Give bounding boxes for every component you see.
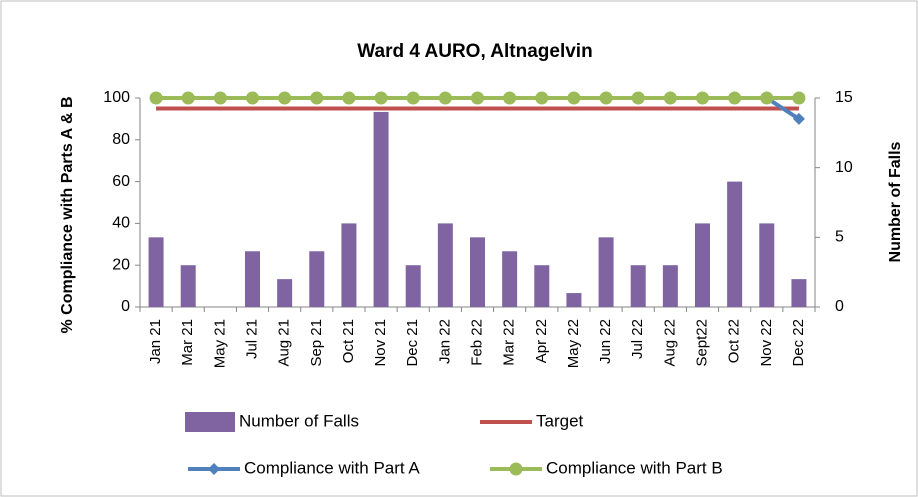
x-tick-label: Oct 21 [340, 319, 357, 363]
legend-label: Compliance with Part B [546, 458, 723, 477]
legend-label: Number of Falls [239, 411, 359, 430]
bar [759, 223, 775, 307]
y2-tick-label: 10 [835, 159, 853, 176]
line-marker [310, 91, 324, 105]
line-marker [631, 91, 645, 105]
y2-tick-label: 0 [835, 298, 844, 315]
legend-label: Compliance with Part A [244, 458, 420, 477]
x-tick-label: May 21 [211, 319, 228, 368]
x-tick-label: Dec 21 [404, 319, 421, 367]
legend-label: Target [536, 411, 584, 430]
line-marker [663, 91, 677, 105]
y2-tick-label: 15 [835, 89, 853, 106]
x-tick-label: Apr 22 [533, 319, 550, 363]
x-tick-label: Feb 22 [468, 319, 485, 366]
bar [502, 251, 518, 307]
line-marker [567, 91, 581, 105]
bar [180, 265, 196, 307]
line-marker [535, 91, 549, 105]
legend-marker [509, 462, 523, 476]
y-tick-label: 0 [121, 298, 130, 315]
line-marker [246, 91, 259, 105]
bar [727, 181, 743, 307]
x-tick-label: May 22 [565, 319, 582, 368]
line-marker [406, 91, 420, 105]
line-marker [213, 91, 227, 105]
line-marker [438, 91, 452, 105]
bar [791, 279, 807, 307]
x-tick-label: Jan 21 [147, 319, 164, 364]
line-marker [792, 91, 806, 105]
x-tick-label: Mar 21 [179, 319, 196, 366]
x-tick-label: Aug 22 [661, 319, 678, 367]
line-marker [792, 112, 805, 125]
line-marker [278, 91, 292, 105]
bar [630, 265, 646, 307]
x-tick-label: Nov 22 [758, 319, 775, 367]
x-tick-label: Nov 21 [372, 319, 389, 367]
bar [662, 265, 678, 307]
chart-title: Ward 4 AURO, Altnagelvin [357, 41, 592, 62]
bar [437, 223, 453, 307]
bar [470, 237, 485, 307]
legend-marker [208, 463, 220, 475]
y-tick-label: 100 [103, 89, 130, 106]
x-tick-label: Mar 22 [501, 319, 518, 366]
x-tick-label: Oct 22 [726, 319, 743, 363]
bar [148, 237, 164, 307]
y2-tick-label: 5 [835, 229, 844, 246]
x-tick-label: Sept22 [693, 319, 710, 367]
bar [277, 279, 293, 307]
line-marker [503, 91, 517, 105]
y-tick-label: 60 [112, 173, 130, 190]
x-tick-label: Dec 22 [790, 319, 807, 367]
y-tick-label: 80 [112, 131, 130, 148]
line-marker [471, 91, 484, 105]
line-marker [374, 91, 388, 105]
x-tick-label: Jul 22 [629, 319, 646, 359]
bar [598, 237, 614, 307]
x-tick-label: Aug 21 [276, 319, 293, 367]
bar [534, 265, 550, 307]
x-tick-label: Jun 22 [597, 319, 614, 364]
x-tick-label: Jan 22 [436, 319, 453, 364]
bar [341, 223, 357, 307]
y-tick-label: 40 [112, 215, 130, 232]
x-tick-label: Jul 21 [243, 319, 260, 359]
line-marker [599, 91, 613, 105]
line-marker [728, 91, 742, 105]
line-marker [149, 91, 163, 105]
bar [566, 293, 582, 307]
y2-axis-title: Number of Falls [887, 141, 904, 262]
bar [373, 111, 389, 307]
y-axis-title: % Compliance with Parts A & B [59, 96, 76, 333]
bar [405, 265, 421, 307]
legend-swatch [185, 412, 235, 432]
y-tick-label: 20 [112, 256, 130, 273]
line-marker [696, 91, 709, 105]
bar [309, 251, 325, 307]
line-marker [181, 91, 195, 105]
bar [245, 251, 260, 307]
line-marker [760, 91, 774, 105]
x-tick-label: Sep 21 [308, 319, 325, 367]
bar [695, 223, 710, 307]
line-marker [342, 91, 356, 105]
